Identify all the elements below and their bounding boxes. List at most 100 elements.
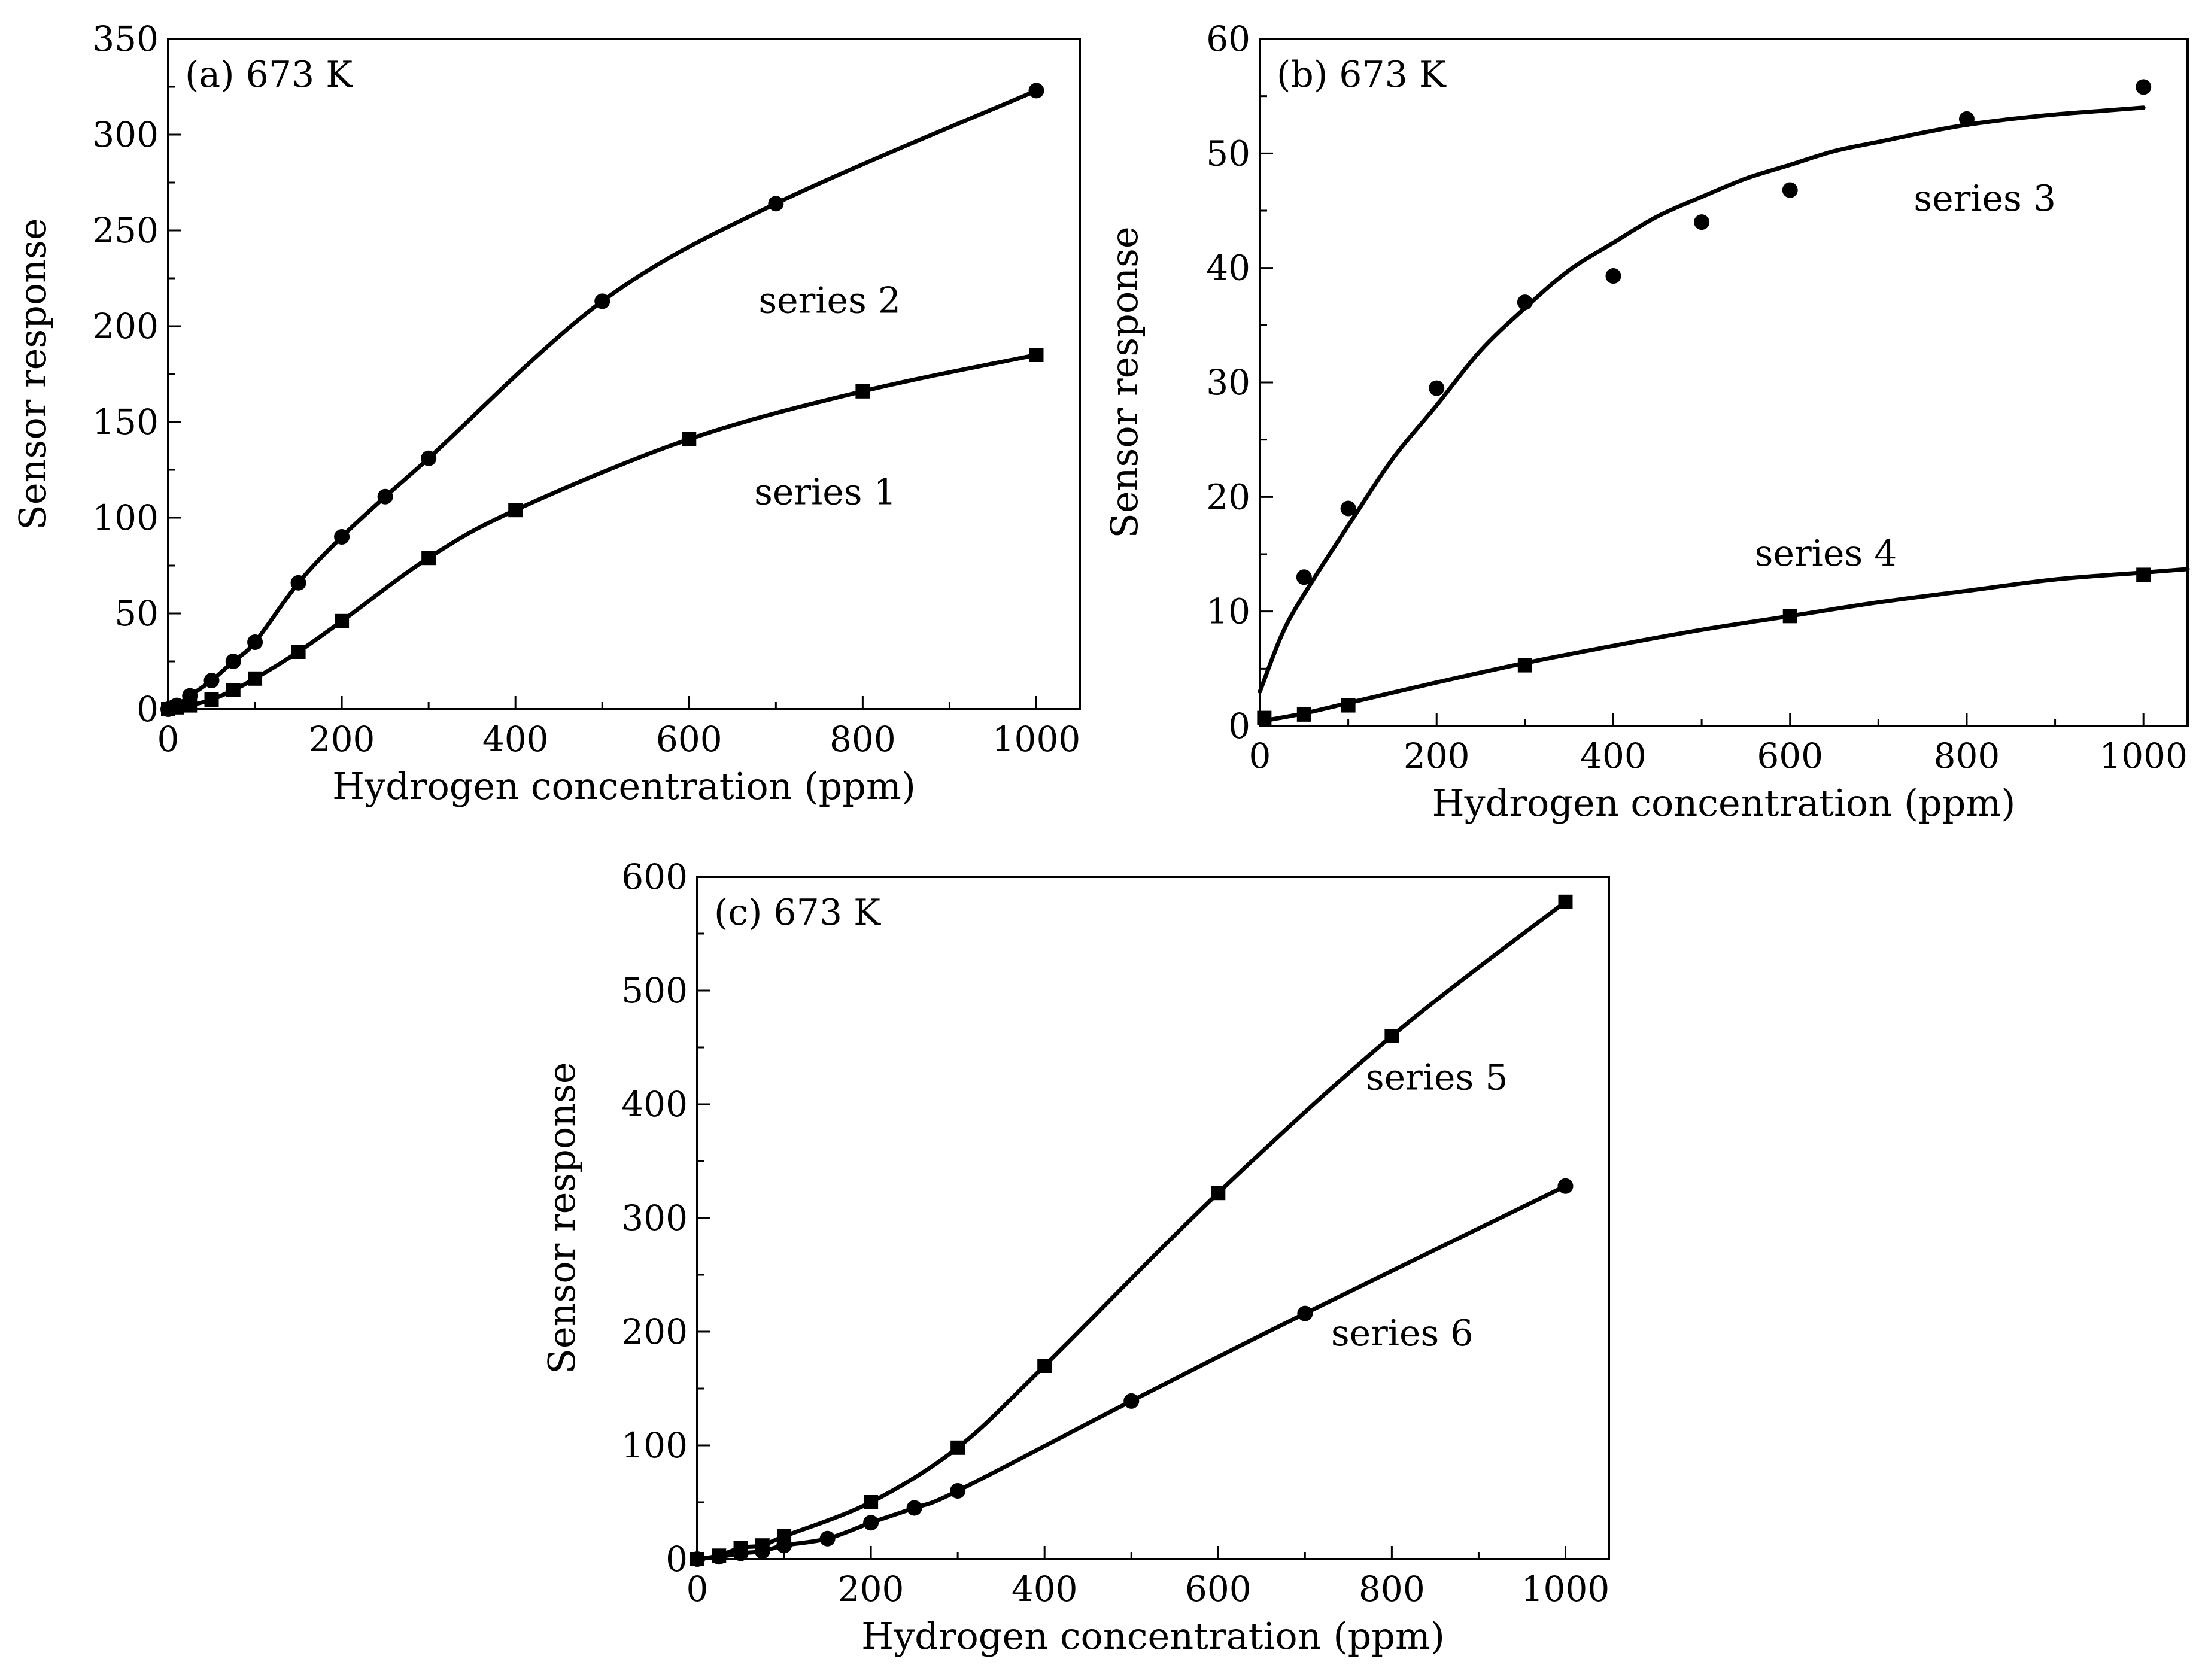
- x-tick-label: 1000: [2099, 736, 2188, 776]
- data-point: [335, 613, 350, 628]
- data-point: [1605, 268, 1621, 284]
- data-point: [1211, 1186, 1226, 1201]
- y-tick-label: 400: [621, 1084, 688, 1125]
- x-tick-label: 0: [1249, 736, 1271, 776]
- data-point: [1340, 500, 1356, 517]
- data-point: [226, 683, 241, 697]
- data-point: [864, 1495, 879, 1509]
- series-series-6: series 6: [690, 1178, 1574, 1567]
- data-point: [1782, 182, 1798, 198]
- panel-label: (a) 673 K: [185, 54, 353, 96]
- data-point: [290, 575, 306, 591]
- x-tick-label: 200: [309, 719, 375, 760]
- y-tick-label: 60: [1206, 19, 1250, 59]
- data-point: [203, 673, 220, 688]
- data-point: [950, 1440, 965, 1455]
- data-point: [754, 1543, 770, 1559]
- y-tick-label: 200: [92, 306, 159, 347]
- data-point: [508, 503, 523, 518]
- y-tick-label: 350: [92, 19, 159, 59]
- data-point: [863, 1515, 879, 1531]
- data-point: [204, 692, 219, 707]
- y-tick-label: 30: [1206, 362, 1250, 403]
- y-tick-label: 200: [621, 1311, 688, 1352]
- y-tick-label: 40: [1206, 248, 1250, 288]
- x-tick-label: 1000: [1521, 1569, 1610, 1609]
- data-point: [1037, 1359, 1052, 1373]
- data-point: [1958, 111, 1975, 127]
- data-point: [1558, 894, 1573, 909]
- x-tick-label: 0: [157, 719, 180, 760]
- x-tick-label: 200: [1404, 736, 1470, 776]
- series-label: series 6: [1331, 1313, 1474, 1354]
- data-point: [247, 634, 263, 650]
- data-point: [690, 1551, 705, 1567]
- series-label: series 1: [754, 472, 897, 514]
- x-tick-label: 600: [1757, 736, 1823, 776]
- y-tick-label: 500: [621, 970, 688, 1011]
- data-point: [1517, 294, 1533, 311]
- y-tick-label: 0: [1228, 706, 1250, 746]
- data-point: [1297, 1305, 1313, 1321]
- data-point: [711, 1549, 727, 1565]
- y-tick-label: 0: [136, 689, 159, 730]
- data-point: [334, 529, 350, 545]
- x-tick-label: 400: [1580, 736, 1647, 776]
- data-point: [819, 1530, 836, 1547]
- x-axis-title: Hydrogen concentration (ppm): [332, 764, 916, 808]
- data-point: [2136, 567, 2151, 582]
- x-axis-title: Hydrogen concentration (ppm): [1432, 781, 2016, 825]
- data-point: [421, 450, 437, 466]
- data-point: [906, 1500, 922, 1516]
- y-tick-label: 150: [92, 402, 159, 442]
- y-axis-title: Sensor response: [11, 218, 54, 530]
- x-tick-label: 200: [838, 1569, 904, 1609]
- x-tick-label: 400: [1012, 1569, 1078, 1609]
- data-point: [594, 293, 610, 309]
- series-label: series 2: [758, 280, 901, 322]
- x-tick-label: 1000: [992, 719, 1081, 760]
- series-label: series 4: [1755, 533, 1897, 575]
- data-point: [682, 432, 697, 446]
- data-point: [1296, 707, 1311, 722]
- x-tick-label: 800: [1934, 736, 2000, 776]
- y-tick-label: 100: [621, 1425, 688, 1466]
- panel-label: (c) 673 K: [714, 892, 881, 934]
- data-point: [1517, 658, 1532, 673]
- data-point: [776, 1538, 792, 1554]
- y-tick-label: 20: [1206, 476, 1250, 517]
- y-tick-label: 100: [92, 497, 159, 538]
- x-tick-label: 600: [1185, 1569, 1252, 1609]
- y-tick-label: 0: [666, 1539, 688, 1579]
- data-point: [1257, 710, 1272, 725]
- series-label: series 3: [1913, 178, 2056, 220]
- data-point: [182, 688, 198, 704]
- data-point: [1694, 214, 1710, 230]
- x-tick-label: 800: [1359, 1569, 1425, 1609]
- data-point: [733, 1545, 749, 1561]
- data-point: [768, 196, 784, 212]
- y-tick-label: 300: [92, 114, 159, 155]
- data-point: [1296, 569, 1312, 585]
- data-point: [1028, 83, 1044, 99]
- panel-label: (b) 673 K: [1277, 54, 1447, 96]
- data-point: [1782, 609, 1797, 624]
- x-tick-label: 800: [830, 719, 896, 760]
- y-tick-label: 600: [621, 856, 688, 897]
- x-axis-title: Hydrogen concentration (ppm): [861, 1614, 1445, 1658]
- series-line: [1258, 105, 2146, 694]
- panel-c: 0 200 400 600 800 1000 0 100 200 300 400 500 600 Hydr…: [540, 856, 1610, 1658]
- series-label: series 5: [1366, 1056, 1508, 1098]
- series-series-4: series 4: [1257, 533, 2190, 725]
- y-tick-label: 50: [1206, 133, 1250, 174]
- data-point: [2136, 79, 2152, 95]
- y-tick-label: 10: [1206, 591, 1250, 632]
- data-point: [291, 645, 306, 659]
- y-axis-title: Sensor response: [540, 1062, 584, 1374]
- data-point: [1557, 1178, 1574, 1194]
- data-point: [421, 551, 436, 566]
- data-point: [1341, 698, 1356, 713]
- y-axis-title: Sensor response: [1102, 226, 1146, 538]
